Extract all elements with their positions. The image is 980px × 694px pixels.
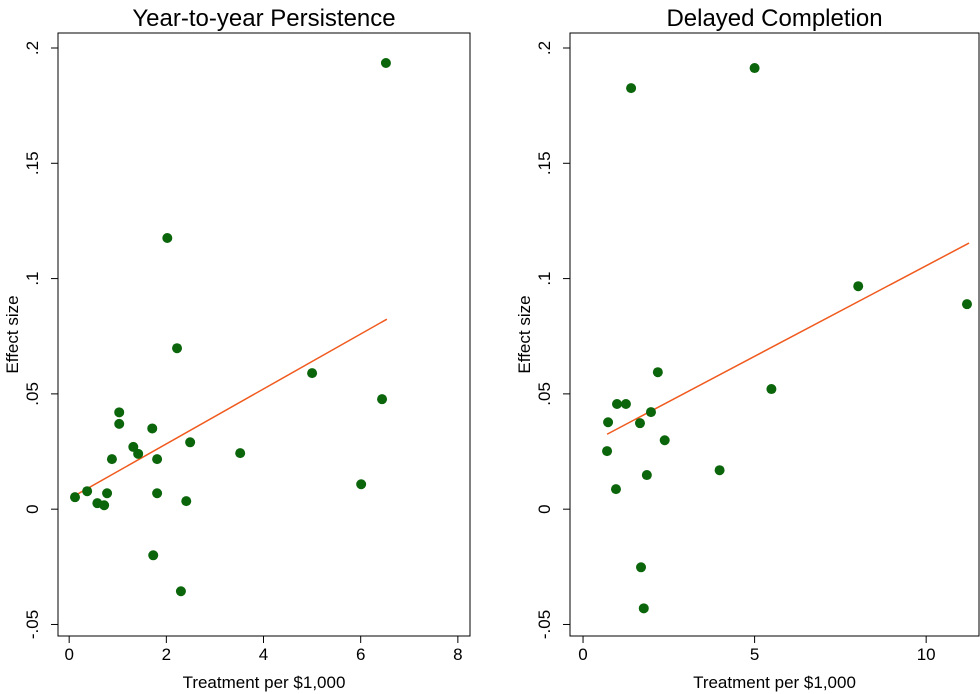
point (70, 492, 81, 503)
point (128, 441, 139, 452)
point (152, 488, 163, 499)
y-tick-label: .15 (535, 151, 554, 175)
x-axis-label: Treatment per $1,000 (183, 673, 346, 692)
point (152, 454, 163, 465)
point (961, 299, 972, 310)
fit-line (71, 318, 388, 498)
y-tick-label: .1 (535, 271, 554, 285)
x-axis-label: Treatment per $1,000 (693, 673, 856, 692)
point (636, 562, 647, 573)
x-tick-label: 5 (750, 645, 759, 664)
point (602, 446, 613, 457)
point (235, 448, 246, 459)
point (148, 550, 159, 561)
point (659, 435, 670, 446)
point (380, 57, 391, 68)
point (114, 407, 125, 418)
point (645, 407, 656, 418)
point (133, 448, 144, 459)
y-tick-label: .2 (535, 41, 554, 55)
y-tick-label: .1 (23, 271, 42, 285)
point (356, 479, 367, 490)
point (714, 465, 725, 476)
point (181, 496, 192, 507)
point (147, 423, 158, 434)
y-tick-label: .05 (23, 382, 42, 406)
point (106, 454, 117, 465)
point (620, 399, 631, 410)
point (114, 418, 125, 429)
point (307, 368, 318, 379)
y-tick-label: 0 (23, 504, 42, 513)
y-tick-label: 0 (535, 504, 554, 513)
y-tick-label: -.05 (535, 610, 554, 639)
plot-frame (57, 32, 471, 637)
point (610, 484, 621, 495)
point (638, 603, 649, 614)
plot-frame (569, 32, 980, 637)
y-tick-label: .15 (23, 151, 42, 175)
y-axis-label: Effect size (3, 295, 22, 373)
point (377, 394, 388, 405)
y-tick-label: .2 (23, 41, 42, 55)
point (612, 399, 623, 410)
point (175, 586, 186, 597)
point (102, 488, 113, 499)
point (853, 281, 864, 292)
point (634, 418, 645, 429)
point (603, 417, 614, 428)
point (766, 384, 777, 395)
x-tick-label: 8 (453, 645, 462, 664)
x-tick-label: 0 (578, 645, 587, 664)
point (99, 500, 110, 511)
point (652, 367, 663, 378)
y-tick-label: .05 (535, 382, 554, 406)
point (626, 83, 637, 94)
fit-line (606, 242, 970, 435)
x-tick-label: 4 (259, 645, 268, 664)
point (162, 232, 173, 243)
chart-title: Year-to-year Persistence (132, 5, 395, 32)
chart-title: Delayed Completion (666, 5, 882, 32)
point (641, 470, 652, 481)
y-tick-label: -.05 (23, 610, 42, 639)
point (82, 486, 93, 497)
y-axis-label: Effect size (515, 295, 534, 373)
x-tick-label: 10 (917, 645, 936, 664)
x-tick-label: 0 (64, 645, 73, 664)
x-tick-label: 6 (356, 645, 365, 664)
point (749, 63, 760, 74)
x-tick-label: 2 (162, 645, 171, 664)
point (172, 343, 183, 354)
point (185, 437, 196, 448)
